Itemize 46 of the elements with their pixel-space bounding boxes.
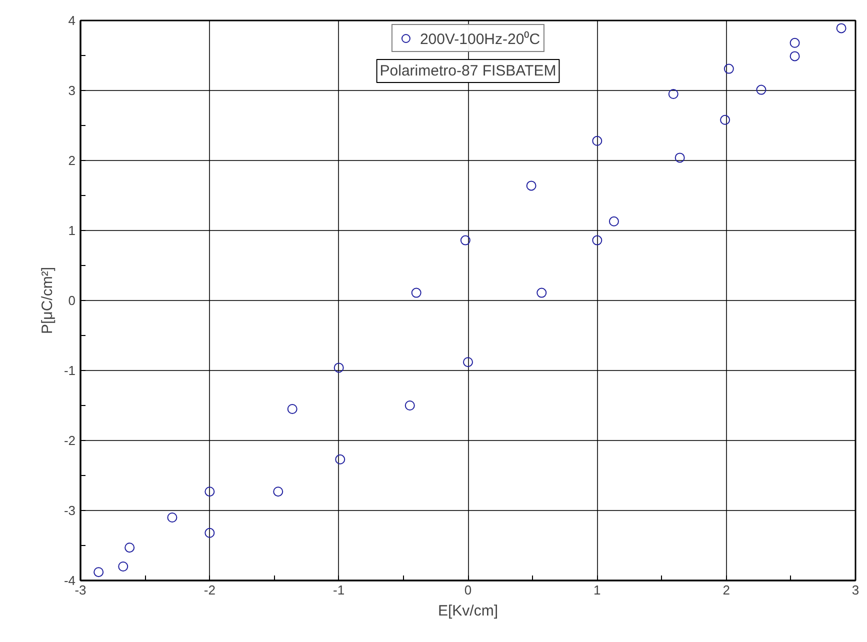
y-tick-label: 2 bbox=[68, 153, 76, 168]
point bbox=[204, 528, 215, 538]
point bbox=[526, 180, 536, 191]
point bbox=[273, 486, 284, 497]
y-tick-label: -1 bbox=[64, 363, 76, 378]
point bbox=[335, 454, 346, 464]
point bbox=[118, 562, 128, 572]
y-tick-label: 4 bbox=[68, 13, 76, 28]
point bbox=[124, 542, 135, 553]
point bbox=[790, 38, 800, 48]
point bbox=[756, 84, 766, 95]
y-tick-label: -3 bbox=[64, 503, 76, 518]
legend-label: 200V-100Hz-20⁰C bbox=[420, 30, 540, 48]
point bbox=[592, 136, 602, 146]
point bbox=[592, 235, 602, 246]
y-tick-label: 1 bbox=[68, 223, 76, 238]
point bbox=[674, 152, 685, 163]
y-tick-label: -2 bbox=[64, 433, 76, 448]
x-tick-label: -2 bbox=[204, 582, 216, 598]
y-tick-label: 3 bbox=[68, 83, 76, 98]
point bbox=[167, 512, 178, 522]
y-tick-label: -4 bbox=[64, 573, 76, 588]
point bbox=[287, 404, 298, 414]
point bbox=[460, 235, 470, 246]
x-tick-label: 1 bbox=[594, 582, 601, 598]
point bbox=[463, 357, 473, 368]
x-tick-label: -1 bbox=[333, 582, 345, 598]
point bbox=[411, 288, 422, 298]
point bbox=[668, 89, 678, 99]
point bbox=[334, 362, 344, 373]
point bbox=[536, 288, 547, 298]
x-axis-title: E[Kv/cm] bbox=[438, 602, 498, 620]
y-tick-label: 0 bbox=[68, 293, 76, 308]
annotation: Polarimetro-87 FISBATEM bbox=[380, 62, 556, 80]
point bbox=[404, 400, 415, 410]
y-axis-title: P[μC/cm²] bbox=[38, 267, 56, 334]
x-tick-label: 3 bbox=[852, 582, 860, 598]
point bbox=[204, 486, 215, 497]
point bbox=[608, 216, 619, 226]
x-tick-label: 2 bbox=[722, 582, 730, 598]
point bbox=[720, 114, 730, 125]
point bbox=[790, 51, 800, 62]
point bbox=[94, 567, 104, 578]
point bbox=[836, 23, 846, 34]
x-tick-label: 0 bbox=[464, 582, 472, 598]
point bbox=[724, 64, 734, 74]
